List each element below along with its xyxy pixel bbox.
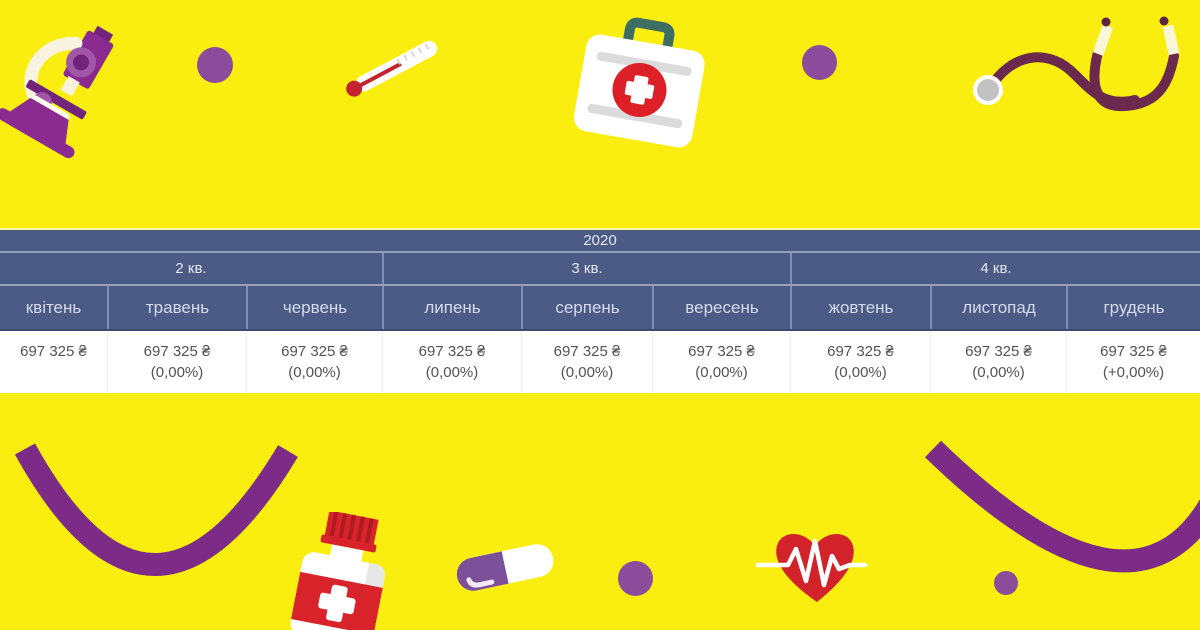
price-change: (0,00%) [972, 364, 1025, 381]
purple-dot [802, 45, 837, 80]
quarter-header-row: 2 кв. 3 кв. 4 кв. [0, 253, 1200, 286]
price-value: 697 325 ₴ [553, 343, 621, 360]
purple-dot [618, 561, 653, 596]
month-header-cell: жовтень [790, 286, 930, 329]
quarter-header-cell: 3 кв. [382, 253, 790, 284]
capsule-icon [456, 544, 554, 591]
value-cell: 697 325 ₴ (+0,00%) [1066, 331, 1200, 393]
microscope-icon [0, 25, 114, 159]
month-header-cell: липень [382, 286, 521, 329]
price-value: 697 325 ₴ [143, 343, 211, 360]
value-cell: 697 325 ₴ [0, 331, 107, 393]
quarter-header-cell: 2 кв. [175, 260, 207, 277]
value-cell: 697 325 ₴ (0,00%) [652, 331, 790, 393]
month-header-cell: квітень [25, 297, 82, 317]
year-header-row: 2020 [0, 230, 1200, 253]
value-cell: 697 325 ₴ (0,00%) [521, 331, 652, 393]
price-value: 697 325 ₴ [1100, 343, 1167, 360]
price-value: 697 325 ₴ [688, 343, 755, 360]
price-statistics-table: 2020 2 кв. 3 кв. 4 кв. квітень травень ч… [0, 228, 1200, 393]
year-header: 2020 [583, 232, 617, 249]
price-change: (0,00%) [425, 364, 479, 381]
value-cell: 697 325 ₴ (0,00%) [382, 331, 521, 393]
pill-bottle-icon [290, 512, 385, 630]
price-change: (0,00%) [560, 364, 614, 381]
price-change: (0,00%) [695, 364, 748, 381]
price-value: 697 325 ₴ [965, 343, 1032, 360]
month-header-cell: вересень [652, 286, 790, 329]
month-header-cell: грудень [1066, 286, 1200, 329]
price-value: 697 325 ₴ [20, 343, 87, 360]
heartbeat-heart-icon [755, 533, 868, 602]
value-cell: 697 325 ₴ (0,00%) [930, 331, 1066, 393]
price-change: (0,00%) [150, 364, 204, 381]
smile-arc-right [924, 440, 1200, 573]
month-header-row: квітень травень червень липень серпень в… [0, 286, 1200, 331]
price-change: (0,00%) [834, 364, 887, 381]
purple-dot [197, 47, 233, 83]
price-change: (0,00%) [288, 364, 341, 381]
price-value: 697 325 ₴ [418, 343, 486, 360]
value-cell: 697 325 ₴ (0,00%) [790, 331, 930, 393]
price-change: (+0,00%) [1102, 364, 1165, 381]
first-aid-kit-icon [573, 17, 705, 148]
stethoscope-icon [973, 16, 1180, 112]
value-cell: 697 325 ₴ (0,00%) [246, 331, 382, 393]
quarter-header-cell: 4 кв. [790, 253, 1200, 284]
price-value: 697 325 ₴ [827, 343, 894, 360]
purple-dot [994, 571, 1018, 595]
month-header-cell: травень [107, 286, 246, 329]
thermometer-icon [346, 40, 438, 97]
month-header-cell: серпень [521, 286, 652, 329]
price-value: 697 325 ₴ [281, 343, 348, 360]
value-row: 697 325 ₴ 697 325 ₴ (0,00%) 697 325 ₴ (0… [0, 331, 1200, 393]
value-cell: 697 325 ₴ (0,00%) [107, 331, 246, 393]
month-header-cell: листопад [930, 286, 1066, 329]
month-header-cell: червень [246, 286, 382, 329]
